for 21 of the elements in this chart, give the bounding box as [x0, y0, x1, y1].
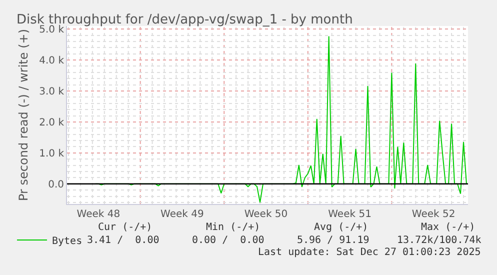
legend-label: Bytes [52, 236, 82, 247]
text: Min (-/+) [206, 222, 260, 233]
text: Last update: Sat Dec 27 01:00:23 2025 [258, 247, 481, 258]
text: 0.00 / 0.00 [192, 235, 264, 246]
y-tick-label: 4.0 k [39, 56, 64, 67]
text: Max (-/+) [421, 222, 476, 233]
x-tick-label: Week 52 [412, 209, 456, 220]
text: Cur (-/+) [98, 222, 152, 233]
y-tick-label: 0.0 [48, 179, 64, 190]
y-tick-label: 2.0 k [39, 117, 64, 128]
text: 13.72k/100.74k [397, 235, 482, 246]
y-tick-label: 3.0 k [39, 86, 64, 98]
y-axis-title: Pr second read (-) / write (+) [16, 29, 30, 201]
x-tick-label: Week 50 [244, 209, 288, 220]
x-tick-label: Week 51 [328, 209, 372, 220]
x-tick-label: Week 48 [76, 209, 120, 220]
text: 3.41 / 0.00 [87, 235, 160, 246]
y-tick-label: 1.0 k [39, 148, 64, 160]
text: 5.96 / 91.19 [297, 235, 370, 246]
text: Avg (-/+) [314, 222, 368, 233]
x-tick-label: Week 49 [160, 209, 204, 220]
